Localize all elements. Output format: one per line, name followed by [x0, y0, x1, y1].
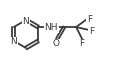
Text: O: O — [52, 40, 59, 48]
Text: F: F — [88, 27, 93, 35]
Text: N: N — [10, 37, 17, 47]
Text: NH: NH — [44, 24, 57, 33]
Text: F: F — [79, 40, 84, 48]
Text: N: N — [22, 17, 29, 26]
Text: F: F — [86, 14, 91, 24]
